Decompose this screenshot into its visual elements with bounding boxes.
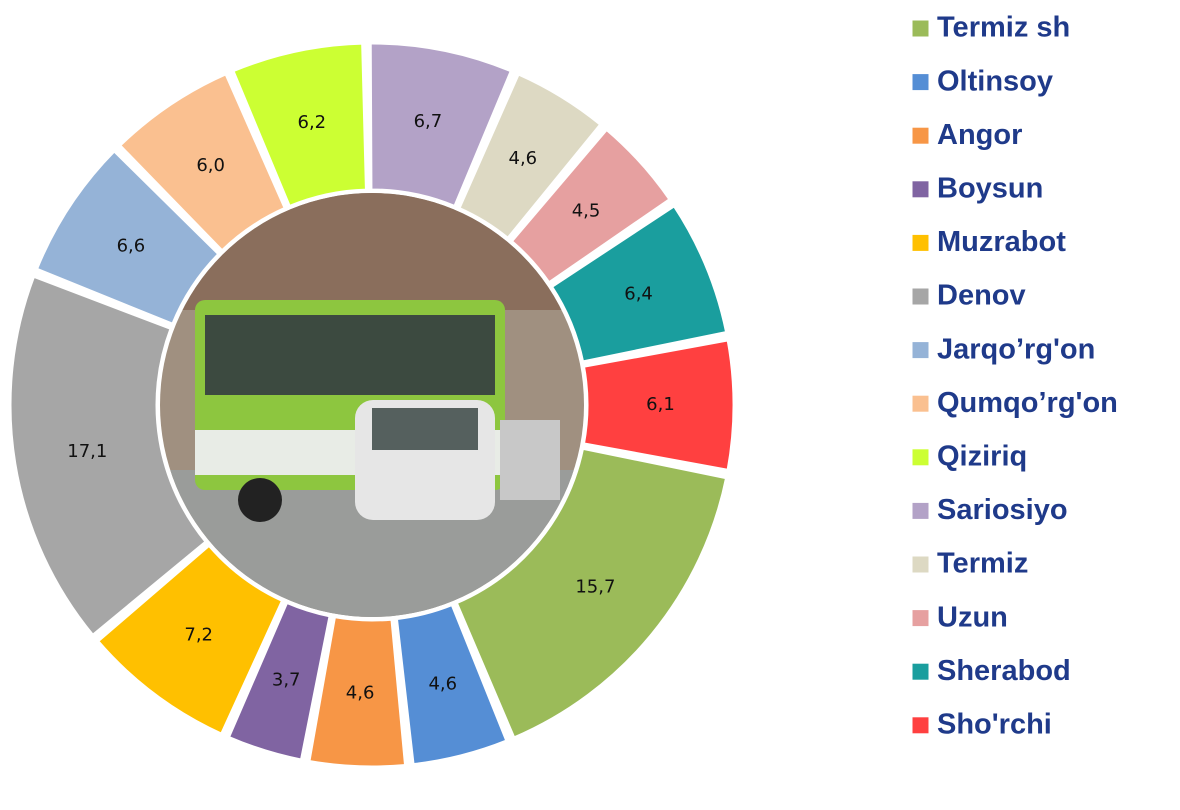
- donut-segment: [117, 71, 288, 253]
- data-label: 6,7: [414, 111, 443, 132]
- legend-label: Muzrabot: [937, 226, 1066, 258]
- data-label: 4,6: [346, 682, 375, 703]
- legend: Termiz sh Oltinsoy Angor Boysun Muzrabot Deno…: [911, 12, 1118, 740]
- legend-swatch: [911, 501, 930, 520]
- data-label: 15,7: [575, 577, 615, 598]
- donut-segment: [581, 338, 736, 473]
- data-label: 17,1: [67, 441, 107, 462]
- data-label: 6,6: [117, 236, 146, 257]
- data-label: 4,6: [428, 674, 457, 695]
- legend-label: Qiziriq: [937, 440, 1027, 472]
- legend-swatch: [911, 233, 930, 252]
- legend-label: Oltinsoy: [937, 65, 1053, 97]
- donut-segment: [95, 543, 285, 737]
- legend-label: Denov: [937, 280, 1026, 312]
- legend-swatch: [911, 662, 930, 681]
- data-label: 4,5: [572, 201, 601, 222]
- legend-label: Qumqo’rg'on: [937, 387, 1118, 419]
- donut-segment: [394, 602, 509, 767]
- data-label: 4,6: [509, 148, 538, 169]
- donut-segment: [549, 203, 729, 364]
- legend-label: Angor: [937, 119, 1022, 151]
- legend-swatch: [911, 341, 930, 360]
- legend-label: Boysun: [937, 172, 1043, 204]
- legend-label: Sariosiyo: [937, 494, 1068, 526]
- data-label: 6,2: [298, 112, 327, 133]
- legend-swatch: [911, 126, 930, 145]
- legend-swatch: [911, 555, 930, 574]
- legend-swatch: [911, 609, 930, 628]
- legend-swatch: [911, 448, 930, 467]
- legend-label: Jarqo’rg'on: [937, 333, 1095, 365]
- data-label: 6,4: [624, 284, 653, 305]
- legend-label: Termiz sh: [937, 12, 1070, 44]
- donut-segment: [230, 41, 368, 209]
- legend-swatch: [911, 394, 930, 413]
- donut-segment: [456, 71, 603, 241]
- donut-segment: [454, 446, 729, 740]
- legend-label: Termiz: [937, 548, 1028, 580]
- data-label: 3,7: [272, 669, 301, 690]
- data-label: 7,2: [184, 625, 213, 646]
- data-label: 6,0: [196, 155, 225, 176]
- data-label: 6,1: [646, 394, 675, 415]
- donut-segment: [226, 600, 332, 762]
- donut-segment: [509, 127, 673, 286]
- donut: 15,7 4,6 4,6 3,7 7,2 17,1 6,6 6,0 6,2 6,7 4,6 4,5 6,…: [8, 41, 736, 769]
- legend-swatch: [911, 19, 930, 38]
- legend-label: Uzun: [937, 601, 1008, 633]
- legend-swatch: [911, 73, 930, 92]
- legend-label: Sherabod: [937, 655, 1071, 687]
- legend-swatch: [911, 180, 930, 199]
- donut-segment: [8, 274, 209, 638]
- donut-segment: [307, 614, 408, 769]
- legend-label: Sho'rchi: [937, 708, 1052, 740]
- legend-swatch: [911, 716, 930, 735]
- legend-swatch: [911, 287, 930, 306]
- donut-segment: [368, 41, 514, 209]
- donut-segment: [34, 148, 222, 327]
